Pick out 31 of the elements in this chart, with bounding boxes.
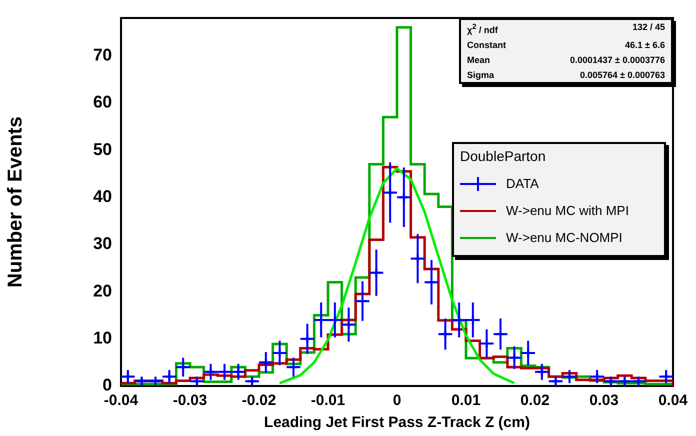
y-tick-label: 60 — [93, 92, 112, 112]
x-tick-label: -0.04 — [104, 392, 139, 410]
x-tick-label: 0.02 — [520, 392, 550, 410]
annotation: Mean — [467, 55, 492, 65]
y-tick-label: 50 — [93, 140, 112, 159]
annotation: 0.0001437 ± 0.0003776 — [568, 55, 665, 65]
y-tick-label: 30 — [93, 234, 112, 254]
x-axis-title: Leading Jet First Pass Z-Track Z (cm) — [264, 414, 530, 432]
y-tick-label: 20 — [93, 281, 112, 300]
x-tick-label: 0.03 — [589, 392, 619, 410]
legend-title: DoubleParton — [460, 148, 547, 164]
y-tick-label: 70 — [93, 45, 112, 64]
x-tick-label: 0.04 — [658, 392, 688, 410]
x-tick-label: -0.02 — [242, 392, 276, 410]
x-tick-label: 0.01 — [451, 392, 481, 410]
y-tick-label: 10 — [93, 328, 112, 348]
y-tick-label: 40 — [93, 186, 112, 206]
annotation: Constant — [467, 40, 507, 50]
legend-label: DATA — [506, 176, 539, 191]
annotation: Sigma — [467, 70, 496, 80]
y-tick-label: 0 — [102, 376, 112, 395]
y-axis-title: Number of Events — [4, 116, 27, 288]
annotation: χ$^{2}$ / ndf — [467, 22, 499, 35]
annotation: 132 / 45 — [631, 22, 665, 34]
legend-label: W->enu MC-NOMPI — [506, 230, 622, 245]
x-tick-label: -0.01 — [310, 392, 346, 410]
legend-label: W->enu MC with MPI — [506, 203, 629, 218]
annotation: 46.1 ± 6.6 — [624, 40, 665, 50]
annotation: 0.005764 ± 0.000763 — [578, 70, 665, 80]
x-tick-label: 0 — [392, 392, 402, 410]
x-tick-label: -0.03 — [172, 392, 208, 410]
